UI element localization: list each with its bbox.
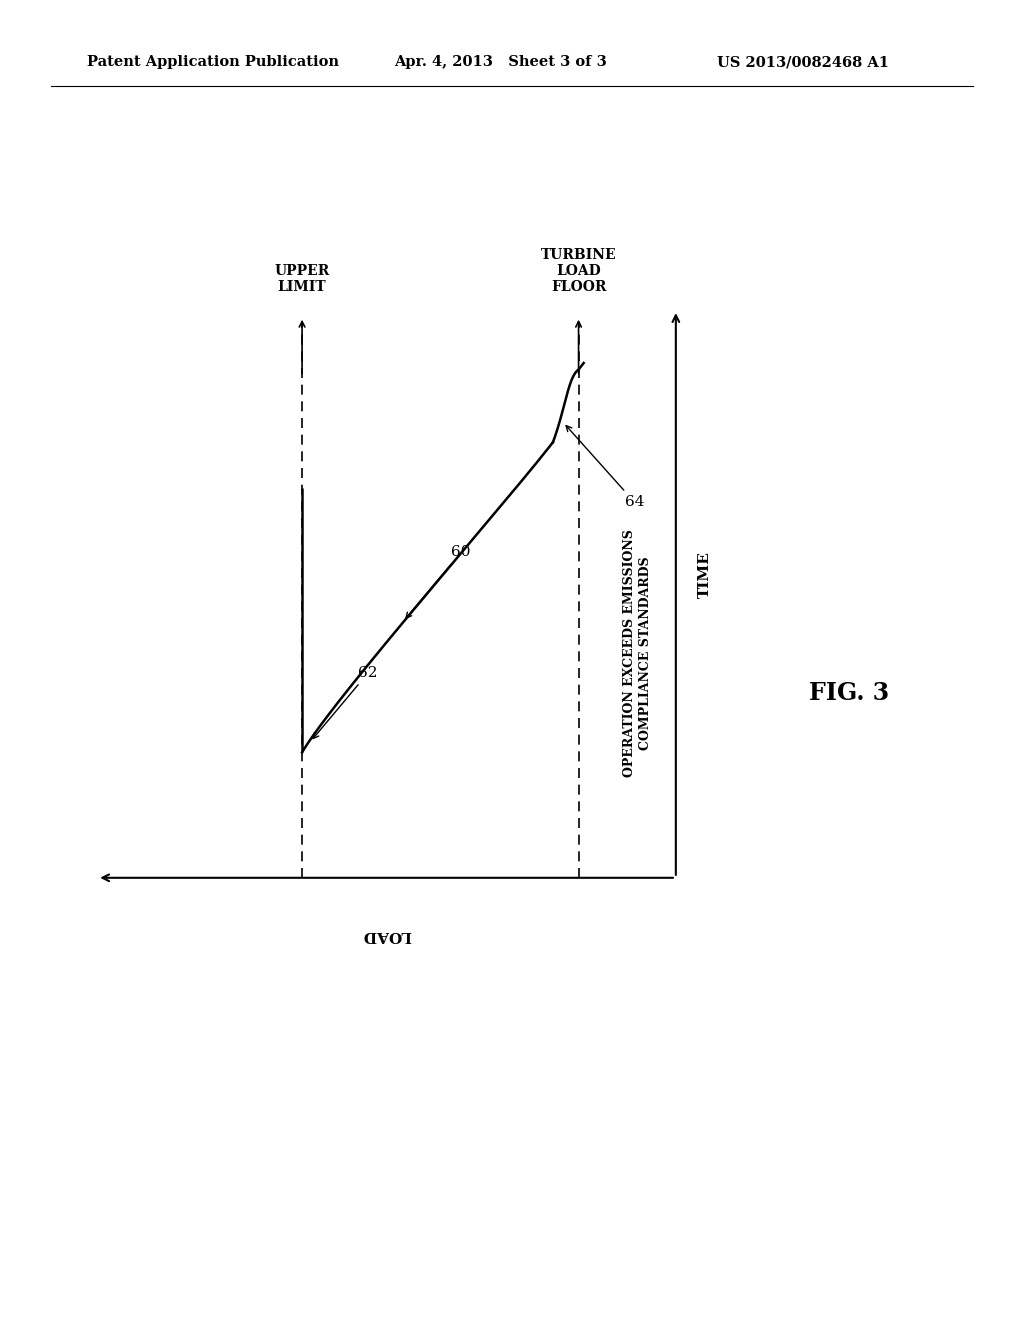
- Text: 62: 62: [313, 665, 378, 738]
- Text: LOAD: LOAD: [362, 928, 411, 942]
- Text: 64: 64: [566, 425, 644, 510]
- Text: Patent Application Publication: Patent Application Publication: [87, 55, 339, 70]
- Text: FIG. 3: FIG. 3: [809, 681, 889, 705]
- Text: UPPER
LIMIT: UPPER LIMIT: [274, 264, 330, 294]
- Text: TURBINE
LOAD
FLOOR: TURBINE LOAD FLOOR: [541, 248, 616, 294]
- Text: 60: 60: [406, 545, 471, 618]
- Text: OPERATION EXCEEDS EMISSIONS
COMPLIANCE STANDARDS: OPERATION EXCEEDS EMISSIONS COMPLIANCE S…: [623, 529, 652, 777]
- Text: Apr. 4, 2013   Sheet 3 of 3: Apr. 4, 2013 Sheet 3 of 3: [394, 55, 607, 70]
- Text: US 2013/0082468 A1: US 2013/0082468 A1: [717, 55, 889, 70]
- Text: TIME: TIME: [698, 550, 713, 598]
